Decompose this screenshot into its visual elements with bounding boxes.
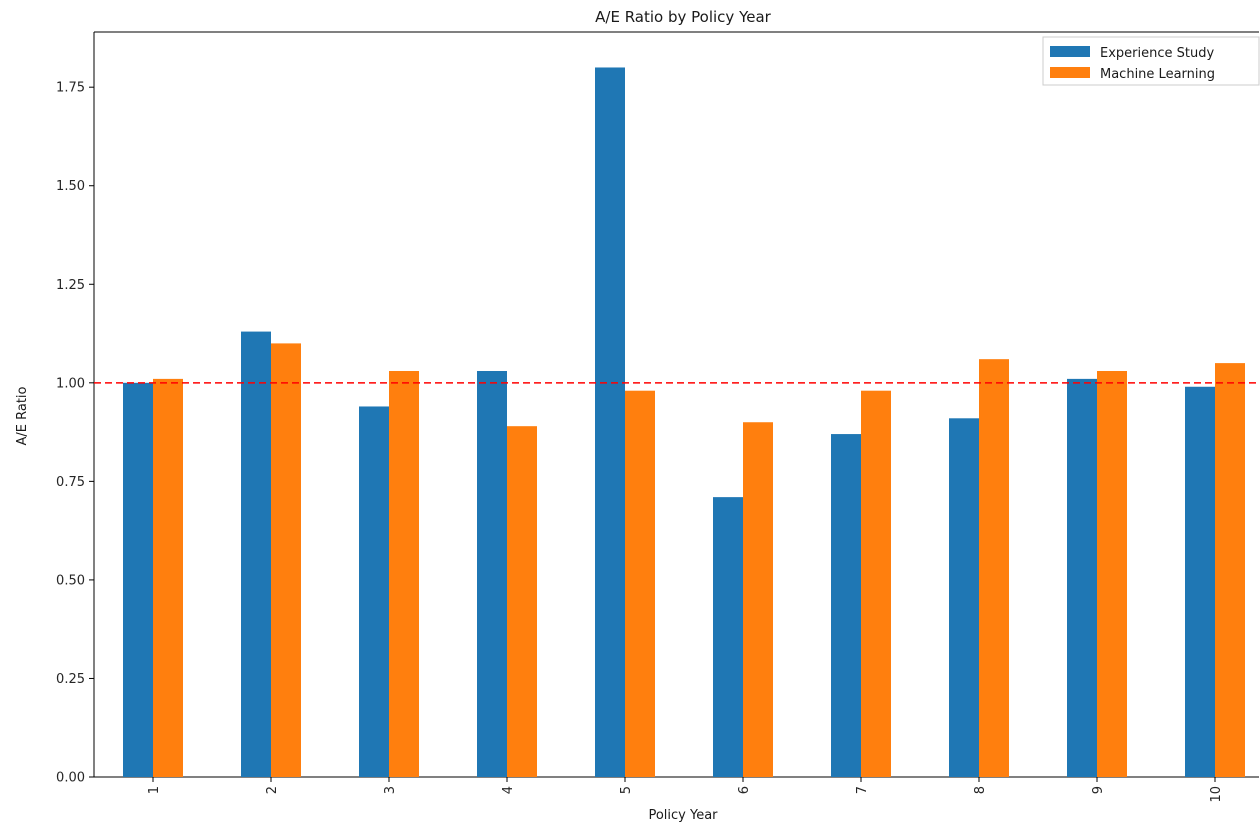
bar-machine-learning-8 xyxy=(979,359,1009,777)
bar-experience-study-10 xyxy=(1185,386,1215,777)
plot-area: 0.00 0.25 0.50 0.75 1.00 1.25 1.50 1.75 1 2 3 4 5 6 7 8… xyxy=(56,31,1259,803)
legend-label: Experience Study xyxy=(1100,46,1214,61)
legend-box xyxy=(1042,36,1260,86)
x-tick-label: 7 xyxy=(855,786,870,794)
bar-experience-study-9 xyxy=(1067,378,1097,777)
bar-experience-study-5 xyxy=(595,67,625,777)
bar-experience-study-8 xyxy=(949,418,979,777)
bar-experience-study-7 xyxy=(831,434,861,777)
y-tick-label: 1.75 xyxy=(56,81,85,96)
legend: Experience Study Machine Learning xyxy=(1042,36,1260,86)
y-tick-label: 0.00 xyxy=(56,771,85,786)
bar-experience-study-6 xyxy=(713,497,743,777)
x-tick-label: 4 xyxy=(501,786,516,794)
y-tick-label: 0.75 xyxy=(56,475,85,490)
bar-machine-learning-1 xyxy=(153,378,183,777)
bar-machine-learning-2 xyxy=(271,343,301,777)
bar-machine-learning-5 xyxy=(625,390,655,777)
x-tick-label: 10 xyxy=(1209,786,1224,803)
bar-machine-learning-7 xyxy=(861,390,891,777)
bar-experience-study-2 xyxy=(241,331,271,777)
bar-experience-study-3 xyxy=(359,406,389,777)
y-axis-label: A/E Ratio xyxy=(15,386,30,445)
y-tick-label: 0.50 xyxy=(56,573,85,588)
legend-label: Machine Learning xyxy=(1100,67,1215,82)
y-tick-label: 1.00 xyxy=(56,376,85,391)
y-tick-label: 1.25 xyxy=(56,278,85,293)
x-tick-label: 5 xyxy=(619,786,634,794)
bar-machine-learning-6 xyxy=(743,422,773,777)
x-tick-label: 9 xyxy=(1091,786,1106,794)
x-tick-label: 2 xyxy=(265,786,280,794)
x-tick-label: 6 xyxy=(737,786,752,794)
x-tick-label: 8 xyxy=(973,786,988,794)
legend-swatch xyxy=(1050,67,1090,78)
bar-machine-learning-3 xyxy=(389,370,419,777)
chart-title: A/E Ratio by Policy Year xyxy=(595,8,772,26)
bar-machine-learning-9 xyxy=(1097,370,1127,777)
y-tick-label: 1.50 xyxy=(56,179,85,194)
legend-swatch xyxy=(1050,46,1090,57)
bar-machine-learning-10 xyxy=(1215,363,1245,777)
x-axis-label: Policy Year xyxy=(648,808,718,823)
y-tick-label: 0.25 xyxy=(56,672,85,687)
bar-machine-learning-4 xyxy=(507,426,537,777)
bar-experience-study-4 xyxy=(477,370,507,777)
bar-experience-study-1 xyxy=(123,382,153,777)
x-tick-label: 3 xyxy=(383,786,398,794)
x-tick-label: 1 xyxy=(147,786,162,794)
